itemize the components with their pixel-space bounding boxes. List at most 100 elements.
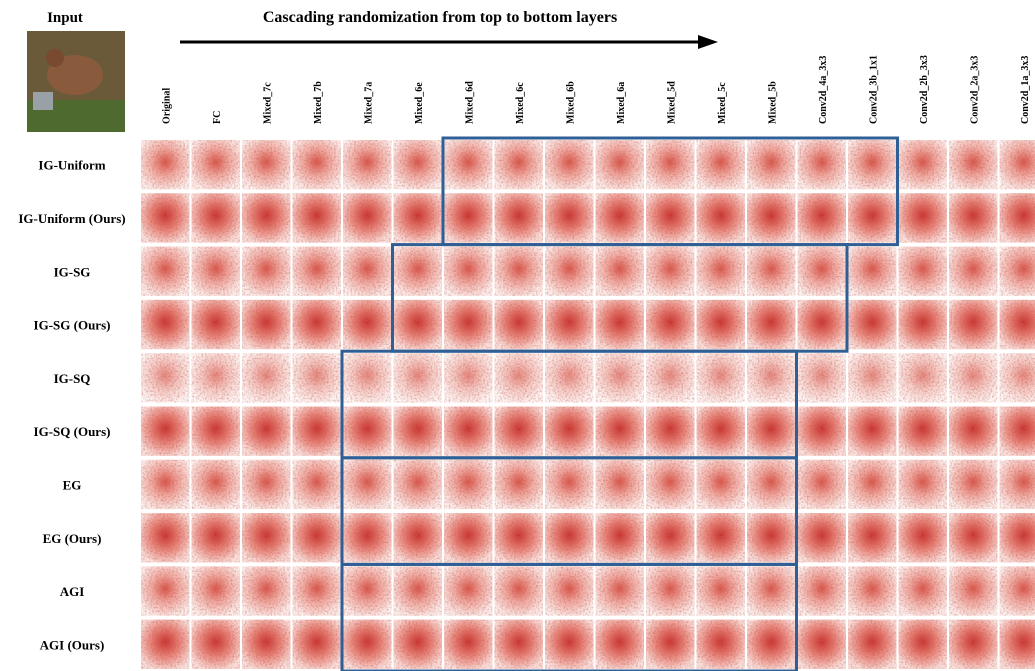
saliency-map: [899, 353, 948, 402]
saliency-map: [192, 247, 241, 296]
saliency-map: [646, 140, 695, 189]
saliency-map: [646, 247, 695, 296]
column-label: Mixed_5b: [767, 81, 778, 124]
saliency-map: [495, 460, 544, 509]
saliency-map: [141, 353, 190, 402]
column-label: Conv2d_1a_3x3: [1020, 56, 1031, 124]
saliency-map: [848, 566, 897, 615]
row-label: EG (Ours): [43, 531, 102, 546]
caption: Cascading randomization from top to bott…: [263, 9, 617, 26]
saliency-map: [848, 353, 897, 402]
saliency-map: [495, 193, 544, 242]
saliency-map: [545, 407, 594, 456]
column-label: Conv2d_4a_3x3: [818, 56, 829, 124]
saliency-map: [798, 247, 847, 296]
saliency-map: [848, 460, 897, 509]
body: Input Cascading randomization from top t…: [0, 0, 1035, 671]
column-label: Mixed_6c: [515, 82, 526, 124]
saliency-map: [141, 300, 190, 349]
column-label: Mixed_5c: [717, 82, 728, 124]
saliency-map: [242, 140, 291, 189]
saliency-map: [747, 300, 796, 349]
saliency-map: [697, 140, 746, 189]
saliency-map: [1000, 140, 1035, 189]
saliency-map: [495, 407, 544, 456]
saliency-map: [394, 193, 443, 242]
saliency-map: [141, 566, 190, 615]
saliency-map: [293, 620, 342, 669]
saliency-map: [192, 193, 241, 242]
saliency-map: [798, 620, 847, 669]
saliency-map: [343, 513, 392, 562]
saliency-map: [747, 566, 796, 615]
saliency-map: [646, 193, 695, 242]
column-label: Mixed_6b: [565, 81, 576, 124]
saliency-map: [848, 193, 897, 242]
saliency-map: [192, 140, 241, 189]
saliency-map: [798, 300, 847, 349]
saliency-map: [747, 353, 796, 402]
column-label: Conv2d_2a_3x3: [969, 56, 980, 124]
saliency-map: [697, 566, 746, 615]
saliency-map: [495, 247, 544, 296]
saliency-map: [343, 140, 392, 189]
saliency-map: [798, 140, 847, 189]
column-label: Mixed_7b: [313, 81, 324, 124]
saliency-map: [545, 193, 594, 242]
saliency-map: [242, 407, 291, 456]
saliency-map: [798, 513, 847, 562]
saliency-map: [798, 193, 847, 242]
saliency-map: [1000, 460, 1035, 509]
saliency-map: [1000, 513, 1035, 562]
saliency-map: [495, 353, 544, 402]
saliency-map: [444, 460, 493, 509]
row-label: AGI (Ours): [40, 637, 105, 652]
saliency-map: [949, 460, 998, 509]
saliency-map: [444, 566, 493, 615]
saliency-map: [646, 353, 695, 402]
saliency-map: [596, 193, 645, 242]
saliency-map: [697, 300, 746, 349]
column-label: Mixed_7c: [262, 82, 273, 124]
saliency-map: [545, 300, 594, 349]
input-label: Input: [47, 10, 83, 26]
saliency-map: [343, 353, 392, 402]
saliency-map: [1000, 193, 1035, 242]
saliency-map: [646, 620, 695, 669]
saliency-map: [394, 247, 443, 296]
row-label: IG-Uniform: [38, 158, 105, 173]
column-label: Original: [161, 88, 172, 124]
saliency-map: [1000, 300, 1035, 349]
saliency-map: [899, 407, 948, 456]
saliency-map: [394, 566, 443, 615]
saliency-map: [545, 140, 594, 189]
saliency-map: [899, 513, 948, 562]
saliency-map: [242, 566, 291, 615]
saliency-map: [495, 566, 544, 615]
saliency-map: [646, 513, 695, 562]
saliency-map: [798, 460, 847, 509]
saliency-map: [899, 300, 948, 349]
saliency-map: [293, 460, 342, 509]
saliency-map: [444, 353, 493, 402]
saliency-map: [192, 566, 241, 615]
saliency-map: [1000, 247, 1035, 296]
saliency-map: [949, 353, 998, 402]
saliency-map: [798, 407, 847, 456]
saliency-map: [394, 353, 443, 402]
saliency-map: [343, 620, 392, 669]
saliency-map: [343, 407, 392, 456]
saliency-map: [697, 620, 746, 669]
row-label: EG: [63, 477, 82, 492]
saliency-map: [293, 300, 342, 349]
saliency-map: [747, 140, 796, 189]
saliency-map: [545, 460, 594, 509]
saliency-map: [343, 193, 392, 242]
saliency-map: [848, 140, 897, 189]
saliency-map: [747, 620, 796, 669]
saliency-map: [444, 193, 493, 242]
saliency-map: [192, 300, 241, 349]
page: {"header":{"input_label":"Input","captio…: [0, 0, 1035, 671]
saliency-map: [293, 353, 342, 402]
row-label: IG-Uniform (Ours): [18, 211, 125, 226]
